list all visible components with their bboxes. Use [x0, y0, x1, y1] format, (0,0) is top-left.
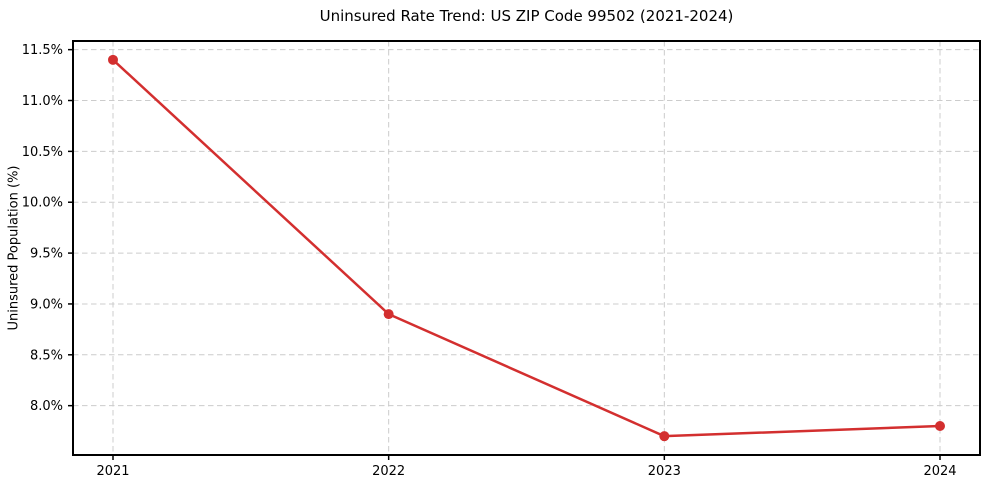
x-tick-label: 2023 [648, 464, 681, 479]
chart-title: Uninsured Rate Trend: US ZIP Code 99502 … [319, 7, 734, 25]
y-tick-label: 8.0% [30, 399, 63, 414]
plot-border [72, 40, 981, 456]
data-point-2022 [383, 309, 394, 320]
y-axis-label: Uninsured Population (%) [6, 165, 22, 331]
y-tick-label: 11.0% [22, 94, 63, 109]
data-point-2021 [108, 54, 118, 65]
y-tick-label: 9.5% [30, 247, 63, 262]
data-point-2024 [935, 421, 945, 432]
y-tick-label: 9.0% [30, 297, 63, 312]
y-tick-label: 11.5% [22, 43, 63, 58]
y-tick-label: 10.0% [22, 196, 63, 211]
x-tick-label: 2022 [372, 464, 405, 479]
x-tick-label: 2024 [923, 464, 956, 479]
data-point-2023 [659, 431, 670, 442]
trend-line [111, 58, 942, 438]
y-tick-label: 10.5% [22, 145, 63, 160]
x-tick-label: 2021 [96, 464, 129, 479]
y-tick-label: 8.5% [30, 348, 63, 363]
